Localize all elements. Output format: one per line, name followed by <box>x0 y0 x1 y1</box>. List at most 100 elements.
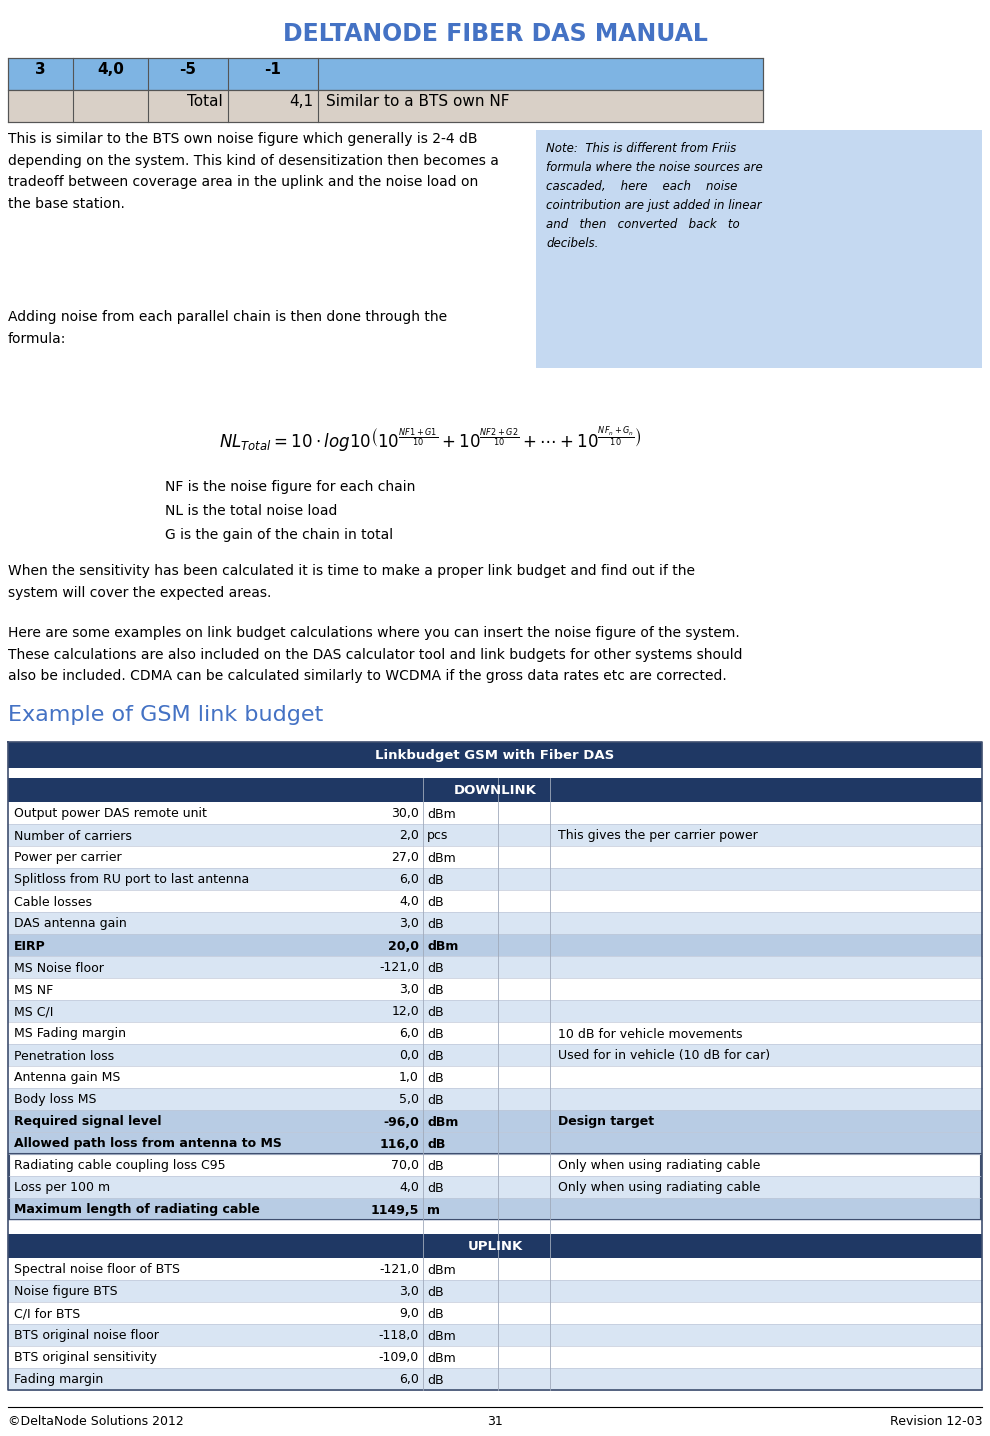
Text: dB: dB <box>427 1071 444 1084</box>
Text: 3,0: 3,0 <box>399 984 419 997</box>
Text: 4,1: 4,1 <box>289 93 313 109</box>
Text: When the sensitivity has been calculated it is time to make a proper link budget: When the sensitivity has been calculated… <box>8 564 695 600</box>
Text: dB: dB <box>427 1050 444 1063</box>
Bar <box>8 933 982 956</box>
Text: Spectral noise floor of BTS: Spectral noise floor of BTS <box>14 1264 180 1277</box>
Text: NF is the noise figure for each chain: NF is the noise figure for each chain <box>165 480 416 494</box>
Text: 1149,5: 1149,5 <box>370 1203 419 1216</box>
Text: -1: -1 <box>264 62 281 76</box>
Text: Number of carriers: Number of carriers <box>14 830 132 843</box>
Text: C/I for BTS: C/I for BTS <box>14 1308 80 1321</box>
Bar <box>8 768 982 778</box>
Text: dBm: dBm <box>427 1351 455 1364</box>
Bar <box>8 1346 982 1369</box>
Text: Output power DAS remote unit: Output power DAS remote unit <box>14 807 207 820</box>
Bar <box>8 1221 982 1234</box>
Text: m: m <box>427 1203 440 1216</box>
Bar <box>8 90 763 122</box>
Text: dB: dB <box>427 962 444 975</box>
Text: 27,0: 27,0 <box>391 852 419 864</box>
Bar <box>8 1324 982 1346</box>
Text: dBm: dBm <box>427 1330 455 1343</box>
Bar <box>8 912 982 933</box>
Text: MS Fading margin: MS Fading margin <box>14 1028 126 1041</box>
Text: MS C/I: MS C/I <box>14 1005 53 1018</box>
Text: dBm: dBm <box>427 1116 458 1129</box>
Text: DOWNLINK: DOWNLINK <box>453 784 537 797</box>
Text: 5,0: 5,0 <box>399 1093 419 1107</box>
Bar <box>9 1155 981 1221</box>
Bar <box>8 778 982 801</box>
Text: Required signal level: Required signal level <box>14 1116 161 1129</box>
Text: 12,0: 12,0 <box>391 1005 419 1018</box>
Text: 6,0: 6,0 <box>399 873 419 886</box>
Bar <box>8 1066 982 1088</box>
Text: 4,0: 4,0 <box>97 62 124 76</box>
Text: Allowed path loss from antenna to MS: Allowed path loss from antenna to MS <box>14 1137 282 1150</box>
Text: ©DeltaNode Solutions 2012: ©DeltaNode Solutions 2012 <box>8 1414 184 1427</box>
Text: 4,0: 4,0 <box>399 896 419 909</box>
Text: 1,0: 1,0 <box>399 1071 419 1084</box>
Text: Design target: Design target <box>558 1116 654 1129</box>
Bar <box>8 742 982 768</box>
Bar <box>8 1022 982 1044</box>
Text: 9,0: 9,0 <box>399 1308 419 1321</box>
Bar <box>8 1044 982 1066</box>
Text: Total: Total <box>187 93 223 109</box>
Text: -121,0: -121,0 <box>379 1264 419 1277</box>
Bar <box>8 1369 982 1390</box>
Text: 4,0: 4,0 <box>399 1182 419 1195</box>
Text: Radiating cable coupling loss C95: Radiating cable coupling loss C95 <box>14 1159 226 1173</box>
Text: 3,0: 3,0 <box>399 918 419 931</box>
Text: dB: dB <box>427 1093 444 1107</box>
Text: Penetration loss: Penetration loss <box>14 1050 114 1063</box>
Text: Similar to a BTS own NF: Similar to a BTS own NF <box>326 93 510 109</box>
Text: EIRP: EIRP <box>14 939 46 952</box>
Bar <box>8 1279 982 1302</box>
Text: Antenna gain MS: Antenna gain MS <box>14 1071 121 1084</box>
Text: dBm: dBm <box>427 807 455 820</box>
Text: 70,0: 70,0 <box>391 1159 419 1173</box>
Text: dBm: dBm <box>427 939 458 952</box>
Text: DAS antenna gain: DAS antenna gain <box>14 918 127 931</box>
Bar <box>8 57 763 90</box>
Text: G is the gain of the chain in total: G is the gain of the chain in total <box>165 528 393 541</box>
Text: 10 dB for vehicle movements: 10 dB for vehicle movements <box>558 1028 742 1041</box>
Bar <box>8 867 982 890</box>
Text: BTS original noise floor: BTS original noise floor <box>14 1330 158 1343</box>
Bar <box>8 956 982 978</box>
Text: $NL_{Total} = 10 \cdot log10\left(10^{\frac{NF1+G1}{10}} + 10^{\frac{NF2+G2}{10}: $NL_{Total} = 10 \cdot log10\left(10^{\f… <box>219 425 642 455</box>
Text: UPLINK: UPLINK <box>467 1241 523 1254</box>
Bar <box>8 1234 982 1258</box>
Bar <box>8 999 982 1022</box>
Text: Note:  This is different from Friis
formula where the noise sources are
cascaded: Note: This is different from Friis formu… <box>546 142 762 250</box>
Text: Maximum length of radiating cable: Maximum length of radiating cable <box>14 1203 259 1216</box>
Text: Fading margin: Fading margin <box>14 1373 103 1387</box>
Text: Example of GSM link budget: Example of GSM link budget <box>8 705 324 725</box>
Text: -109,0: -109,0 <box>379 1351 419 1364</box>
Text: pcs: pcs <box>427 830 448 843</box>
Text: dB: dB <box>427 1373 444 1387</box>
Text: dBm: dBm <box>427 1264 455 1277</box>
Text: dB: dB <box>427 1182 444 1195</box>
Bar <box>8 846 982 867</box>
Text: DELTANODE FIBER DAS MANUAL: DELTANODE FIBER DAS MANUAL <box>282 22 708 46</box>
Text: BTS original sensitivity: BTS original sensitivity <box>14 1351 156 1364</box>
Bar <box>536 131 982 368</box>
Bar <box>8 1302 982 1324</box>
Text: MS Noise floor: MS Noise floor <box>14 962 104 975</box>
Text: Noise figure BTS: Noise figure BTS <box>14 1285 118 1298</box>
Text: Power per carrier: Power per carrier <box>14 852 122 864</box>
Bar <box>8 1155 982 1176</box>
Text: 3: 3 <box>36 62 46 76</box>
Text: NL is the total noise load: NL is the total noise load <box>165 504 338 518</box>
Text: -121,0: -121,0 <box>379 962 419 975</box>
Bar <box>8 978 982 999</box>
Text: Body loss MS: Body loss MS <box>14 1093 96 1107</box>
Text: This is similar to the BTS own noise figure which generally is 2-4 dB
depending : This is similar to the BTS own noise fig… <box>8 132 499 211</box>
Text: Here are some examples on link budget calculations where you can insert the nois: Here are some examples on link budget ca… <box>8 626 742 684</box>
Text: dB: dB <box>427 873 444 886</box>
Text: dB: dB <box>427 984 444 997</box>
Bar <box>8 890 982 912</box>
Text: 2,0: 2,0 <box>399 830 419 843</box>
